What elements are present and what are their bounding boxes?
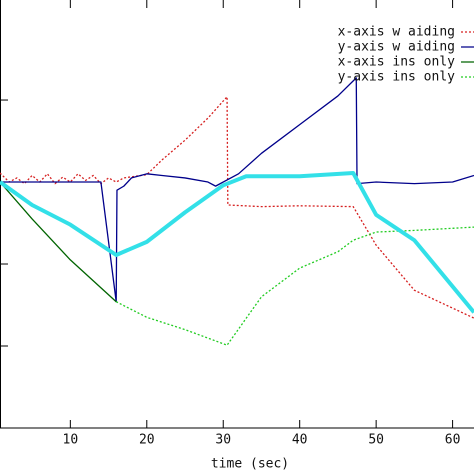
series-line — [0, 96, 474, 319]
legend-label: y-axis w aiding — [338, 40, 455, 55]
x-tick-label: 30 — [215, 433, 231, 448]
x-tick-label: 40 — [292, 433, 308, 448]
x-tick-label: 20 — [139, 433, 155, 448]
x-tick-label: 60 — [445, 433, 461, 448]
x-tick-label: 50 — [368, 433, 384, 448]
legend-label: y-axis ins only — [338, 70, 456, 85]
legend-label: x-axis w aiding — [338, 25, 455, 40]
x-tick-label: 10 — [63, 433, 79, 448]
series-line — [115, 226, 474, 346]
series-line — [0, 181, 117, 303]
series-line — [0, 77, 474, 303]
x-axis-label: time (sec) — [211, 457, 289, 472]
series-line — [0, 171, 474, 314]
legend-label: x-axis ins only — [338, 55, 456, 70]
